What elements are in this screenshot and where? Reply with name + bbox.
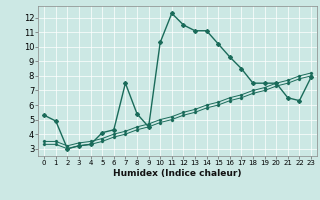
- X-axis label: Humidex (Indice chaleur): Humidex (Indice chaleur): [113, 169, 242, 178]
